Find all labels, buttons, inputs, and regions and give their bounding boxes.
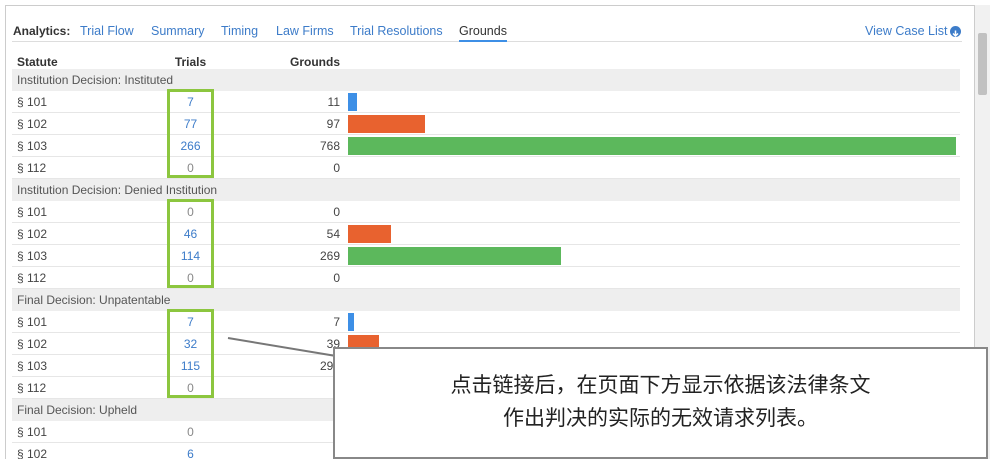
- arrow: [952, 30, 959, 38]
- highlight-box: [167, 89, 214, 178]
- nav-tab[interactable]: Trial Flow: [80, 24, 134, 38]
- download-icon[interactable]: [950, 26, 961, 38]
- group-header: Institution Decision: Denied Institution: [17, 183, 218, 197]
- statute: § 112: [17, 271, 47, 285]
- trials[interactable]: 7: [187, 95, 194, 109]
- grounds-bar: [348, 93, 357, 111]
- trials[interactable]: 115: [180, 359, 201, 373]
- group-header: Institution Decision: Instituted: [17, 73, 174, 87]
- group-header-bg: [12, 289, 960, 311]
- trials: 0: [187, 271, 194, 285]
- statute: § 103: [17, 139, 48, 153]
- grounds: 0: [333, 205, 340, 219]
- statute: § 103: [17, 249, 48, 263]
- trials[interactable]: 32: [183, 337, 198, 351]
- row-divider: [12, 266, 960, 267]
- row-divider: [12, 222, 960, 223]
- row-divider: [12, 332, 960, 333]
- grounds: 0: [333, 271, 340, 285]
- nav-tab[interactable]: Trial Resolutions: [350, 24, 443, 38]
- grounds-bar: [348, 247, 561, 265]
- view-case-list[interactable]: View Case List: [865, 24, 948, 38]
- nav-tab[interactable]: Law Firms: [276, 24, 334, 38]
- scrollbar[interactable]: [975, 5, 990, 459]
- statute: § 102: [17, 227, 48, 241]
- highlight-box: [167, 309, 214, 398]
- statute: § 101: [17, 425, 48, 439]
- nav-tab[interactable]: Timing: [221, 24, 259, 38]
- row-divider: [12, 244, 960, 245]
- grounds: 54: [326, 227, 340, 241]
- grounds: 0: [333, 161, 340, 175]
- group-header-bg: [12, 69, 960, 91]
- statute: § 112: [17, 381, 47, 395]
- trials[interactable]: 77: [183, 117, 198, 131]
- row-divider: [12, 288, 960, 289]
- panel: [5, 5, 975, 459]
- statute: § 101: [17, 205, 48, 219]
- highlight-box: [167, 199, 214, 288]
- trials[interactable]: 266: [180, 139, 201, 153]
- column-header: Statute: [17, 55, 58, 69]
- callout-line: [227, 337, 337, 357]
- grounds: 768: [319, 139, 340, 153]
- statute: § 112: [17, 161, 47, 175]
- trials[interactable]: 46: [183, 227, 198, 241]
- trials[interactable]: 114: [180, 249, 201, 263]
- row-divider: [12, 134, 960, 135]
- grounds: 7: [333, 315, 340, 329]
- nav-tab[interactable]: Grounds: [459, 22, 507, 42]
- group-header: Final Decision: Upheld: [17, 403, 138, 417]
- callout-line-text: 作出判决的实际的无效请求列表。: [503, 406, 818, 430]
- group-header-bg: [12, 179, 960, 201]
- grounds: 269: [319, 249, 340, 263]
- callout: 点击链接后，在页面下方显示依据该法律条文 作出判决的实际的无效请求列表。: [333, 347, 988, 459]
- column-header: Trials: [174, 55, 207, 69]
- grounds-bar: [348, 137, 956, 155]
- grounds-bar: [348, 225, 391, 243]
- trials: 0: [187, 205, 194, 219]
- callout-line-text: 点击链接后，在页面下方显示依据该法律条文: [450, 373, 871, 397]
- statute: § 102: [17, 337, 48, 351]
- trials: 0: [187, 381, 194, 395]
- grounds-bar: [348, 313, 354, 331]
- trials[interactable]: 7: [187, 315, 194, 329]
- statute: § 102: [17, 117, 48, 131]
- row-divider: [12, 178, 960, 179]
- column-header: Grounds: [290, 55, 340, 69]
- trials: 0: [187, 425, 194, 439]
- trials[interactable]: 6: [187, 447, 194, 459]
- scrollbar-thumb[interactable]: [978, 33, 987, 95]
- nav-label: Analytics:: [13, 24, 71, 38]
- grounds-bar: [348, 115, 425, 133]
- row-divider: [12, 112, 960, 113]
- statute: § 102: [17, 447, 48, 459]
- nav-tab[interactable]: Summary: [151, 24, 205, 38]
- row-divider: [12, 156, 960, 157]
- statute: § 101: [17, 95, 48, 109]
- grounds: 97: [326, 117, 340, 131]
- statute: § 103: [17, 359, 48, 373]
- group-header: Final Decision: Unpatentable: [17, 293, 171, 307]
- statute: § 101: [17, 315, 48, 329]
- grounds: 11: [327, 95, 340, 109]
- trials: 0: [187, 161, 194, 175]
